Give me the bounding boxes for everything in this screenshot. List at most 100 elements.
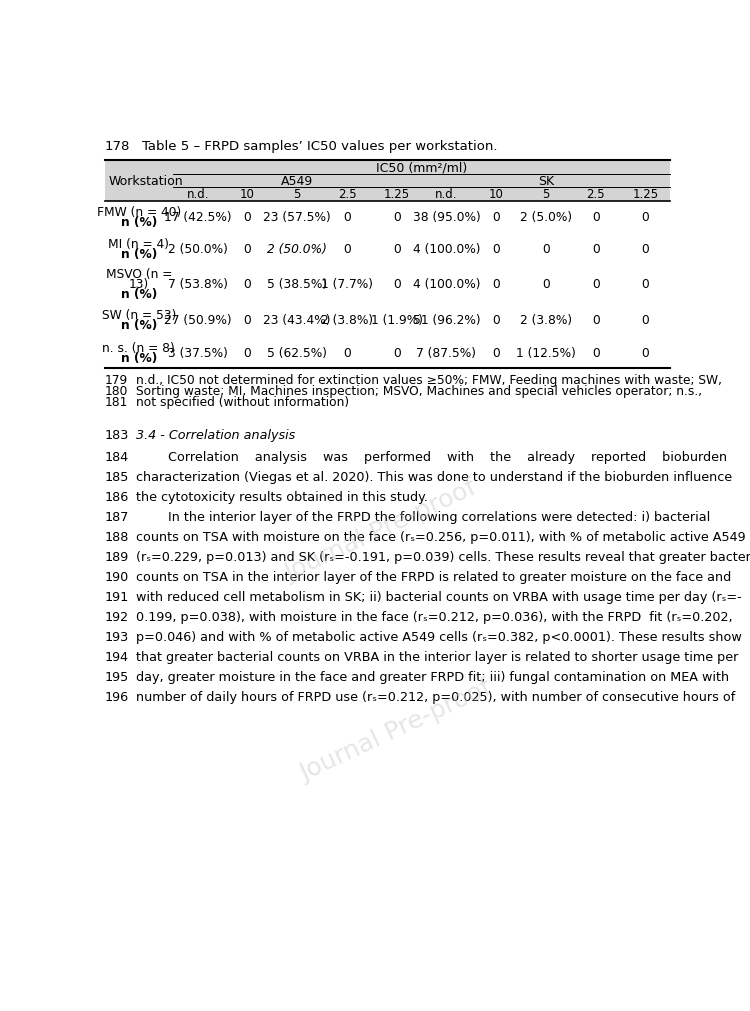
- Text: 0: 0: [393, 278, 400, 291]
- Text: 0: 0: [592, 211, 599, 224]
- Text: 185: 185: [104, 470, 129, 483]
- Text: with reduced cell metabolism in SK; ii) bacterial counts on VRBA with usage time: with reduced cell metabolism in SK; ii) …: [136, 590, 742, 604]
- Text: 2 (5.0%): 2 (5.0%): [520, 211, 572, 224]
- Text: 10: 10: [240, 188, 255, 201]
- Text: n (%): n (%): [121, 248, 157, 261]
- Text: SK: SK: [538, 175, 554, 188]
- Text: 0: 0: [492, 243, 500, 256]
- Text: SW (n = 53): SW (n = 53): [101, 309, 176, 323]
- Text: 0: 0: [641, 211, 650, 224]
- Text: 192: 192: [104, 611, 129, 624]
- Text: 0: 0: [542, 278, 550, 291]
- Text: 0: 0: [244, 347, 251, 359]
- Text: counts on TSA in the interior layer of the FRPD is related to greater moisture o: counts on TSA in the interior layer of t…: [136, 570, 731, 583]
- Text: 1 (1.9%): 1 (1.9%): [370, 314, 423, 327]
- Text: 0: 0: [542, 243, 550, 256]
- Text: 2 (3.8%): 2 (3.8%): [520, 314, 572, 327]
- Text: number of daily hours of FRPD use (rₛ=0.212, p=0.025), with number of consecutiv: number of daily hours of FRPD use (rₛ=0.…: [136, 691, 736, 704]
- Text: 2 (50.0%): 2 (50.0%): [168, 243, 227, 256]
- Text: n. s. (n = 8): n. s. (n = 8): [102, 342, 175, 354]
- Text: 0.199, p=0.038), with moisture in the face (rₛ=0.212, p=0.036), with the FRPD  f: 0.199, p=0.038), with moisture in the fa…: [136, 611, 733, 624]
- Text: MI (n = 4): MI (n = 4): [108, 238, 170, 251]
- Text: 178: 178: [104, 140, 130, 153]
- Text: 0: 0: [244, 243, 251, 256]
- Text: 0: 0: [641, 314, 650, 327]
- Text: 5: 5: [293, 188, 301, 201]
- Text: 7 (53.8%): 7 (53.8%): [168, 278, 228, 291]
- Text: 194: 194: [104, 650, 129, 663]
- Text: 0: 0: [492, 314, 500, 327]
- Text: n (%): n (%): [121, 288, 157, 301]
- Text: p=0.046) and with % of metabolic active A549 cells (rₛ=0.382, p<0.0001). These r: p=0.046) and with % of metabolic active …: [136, 631, 742, 644]
- Text: 0: 0: [592, 278, 599, 291]
- Text: 184: 184: [104, 451, 129, 463]
- Text: 2.5: 2.5: [338, 188, 356, 201]
- Text: 5 (62.5%): 5 (62.5%): [267, 347, 327, 359]
- Bar: [172, 175, 670, 187]
- Text: 0: 0: [592, 314, 599, 327]
- Text: MSVO (n =: MSVO (n =: [106, 268, 172, 281]
- Text: 23 (43.4%): 23 (43.4%): [263, 314, 331, 327]
- Text: 0: 0: [641, 278, 650, 291]
- Text: not specified (without information): not specified (without information): [136, 396, 350, 408]
- Text: 2 (50.0%): 2 (50.0%): [267, 243, 327, 256]
- Text: day, greater moisture in the face and greater FRPD fit; iii) fungal contaminatio: day, greater moisture in the face and gr…: [136, 670, 730, 683]
- Text: 17 (42.5%): 17 (42.5%): [164, 211, 232, 224]
- Text: IC50 (mm²/ml): IC50 (mm²/ml): [376, 162, 467, 175]
- Text: 183: 183: [104, 429, 129, 442]
- Text: 0: 0: [343, 347, 351, 359]
- Text: 38 (95.0%): 38 (95.0%): [413, 211, 480, 224]
- Text: Table 5 – FRPD samples’ IC50 values per workstation.: Table 5 – FRPD samples’ IC50 values per …: [142, 140, 497, 153]
- Text: n.d.: n.d.: [187, 188, 209, 201]
- Text: 186: 186: [104, 490, 129, 503]
- Bar: [104, 162, 172, 201]
- Text: that greater bacterial counts on VRBA in the interior layer is related to shorte: that greater bacterial counts on VRBA in…: [136, 650, 739, 663]
- Text: 5 (38.5%): 5 (38.5%): [267, 278, 327, 291]
- Text: FMW (n = 40): FMW (n = 40): [97, 206, 181, 219]
- Text: 0: 0: [641, 347, 650, 359]
- Text: 190: 190: [104, 570, 129, 583]
- Text: 189: 189: [104, 551, 129, 563]
- Text: Workstation: Workstation: [109, 175, 183, 188]
- Text: Journal Pre-proof: Journal Pre-proof: [296, 675, 496, 786]
- Text: 2 (3.8%): 2 (3.8%): [321, 314, 373, 327]
- Text: 196: 196: [104, 691, 129, 704]
- Text: 5: 5: [542, 188, 550, 201]
- Text: 188: 188: [104, 531, 129, 544]
- Text: 1.25: 1.25: [384, 188, 410, 201]
- Text: 0: 0: [393, 347, 400, 359]
- Text: 181: 181: [104, 396, 128, 408]
- Text: 3 (37.5%): 3 (37.5%): [168, 347, 227, 359]
- Text: 0: 0: [492, 211, 500, 224]
- Text: 1.25: 1.25: [632, 188, 658, 201]
- Text: n (%): n (%): [121, 319, 157, 332]
- Text: 0: 0: [343, 211, 351, 224]
- Text: Journal Pre-proof: Journal Pre-proof: [280, 475, 480, 585]
- Text: 0: 0: [244, 211, 251, 224]
- Bar: [104, 187, 670, 201]
- Text: (rₛ=0.229, p=0.013) and SK (rₛ=-0.191, p=0.039) cells. These results reveal that: (rₛ=0.229, p=0.013) and SK (rₛ=-0.191, p…: [136, 551, 750, 563]
- Text: 0: 0: [343, 243, 351, 256]
- Text: 0: 0: [641, 243, 650, 256]
- Text: 0: 0: [244, 314, 251, 327]
- Text: the cytotoxicity results obtained in this study.: the cytotoxicity results obtained in thi…: [136, 490, 428, 503]
- Text: In the interior layer of the FRPD the following correlations were detected: i) b: In the interior layer of the FRPD the fo…: [136, 511, 711, 524]
- Text: 1 (7.7%): 1 (7.7%): [321, 278, 373, 291]
- Text: 179: 179: [104, 374, 128, 386]
- Text: 0: 0: [492, 347, 500, 359]
- Text: characterization (Viegas et al. 2020). This was done to understand if the biobur: characterization (Viegas et al. 2020). T…: [136, 470, 733, 483]
- Text: 187: 187: [104, 511, 129, 524]
- Text: A549: A549: [281, 175, 314, 188]
- Text: 3.4 - Correlation analysis: 3.4 - Correlation analysis: [136, 429, 296, 442]
- Text: Sorting waste; MI, Machines inspection; MSVO, Machines and special vehicles oper: Sorting waste; MI, Machines inspection; …: [136, 385, 703, 397]
- Text: 0: 0: [393, 211, 400, 224]
- Text: 27 (50.9%): 27 (50.9%): [164, 314, 232, 327]
- Text: 193: 193: [104, 631, 129, 644]
- Text: 4 (100.0%): 4 (100.0%): [413, 243, 480, 256]
- Text: 180: 180: [104, 385, 128, 397]
- Text: 2.5: 2.5: [586, 188, 605, 201]
- Text: 0: 0: [592, 347, 599, 359]
- Bar: [172, 162, 670, 175]
- Text: 4 (100.0%): 4 (100.0%): [413, 278, 480, 291]
- Text: 0: 0: [492, 278, 500, 291]
